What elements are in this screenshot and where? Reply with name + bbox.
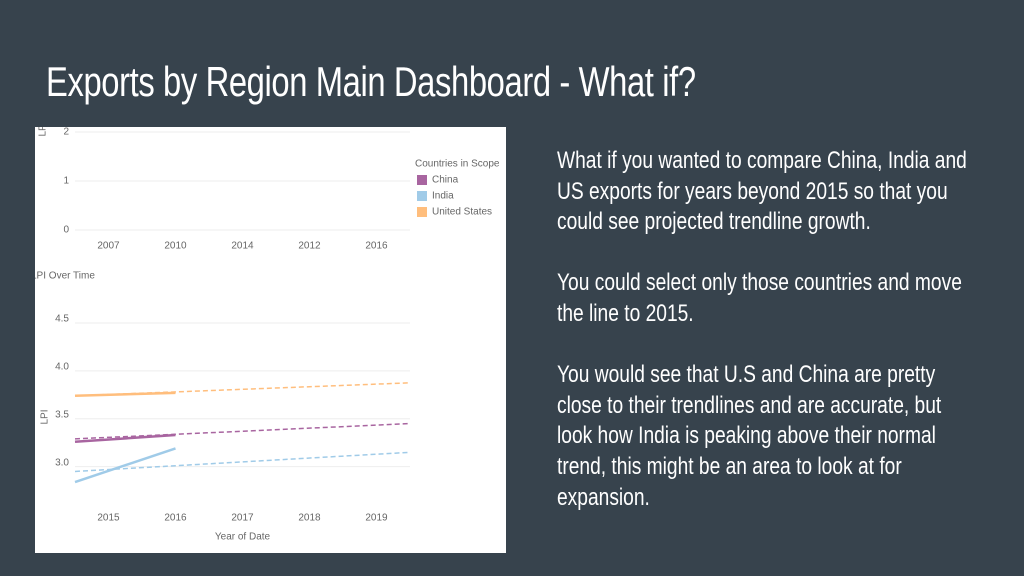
x-tick-label: 2014 [231,241,254,252]
slide-text: What if you wanted to compare China, Ind… [557,146,981,544]
trend-line [74,422,411,440]
y-axis-title: LPI [40,409,51,424]
y-tick-label: 3.0 [55,457,69,468]
dashboard-image: 0 1 2 2007 2010 2014 2012 2016 LPI Countries in S… [35,127,506,553]
legend-title: Countries in Scope [415,159,500,170]
y-tick-label: 4.5 [55,314,69,325]
x-tick-label: 2019 [365,513,388,524]
paragraph: What if you wanted to compare China, Ind… [557,147,967,236]
series-line [74,447,176,484]
paragraph: You would see that U.S and China are pre… [557,361,942,511]
series-line [74,391,176,398]
y-tick-label: 3.5 [55,409,69,420]
legend-swatch [417,175,427,185]
x-tick-label: 2010 [164,241,187,252]
legend-swatch [417,207,427,217]
paragraph: You could select only those countries an… [557,269,962,327]
legend-label: United States [432,207,492,218]
legend-swatch [417,191,427,201]
y-tick-label: 4.0 [55,362,69,373]
y-axis-title: LPI [38,127,49,137]
y-tick-label: 2 [63,127,69,138]
chart-title: LPI Over Time [35,271,95,282]
x-tick-label: 2016 [164,513,187,524]
y-tick-label: 1 [63,176,69,187]
trend-line [74,451,411,473]
x-tick-label: 2015 [97,513,120,524]
y-tick-label: 0 [63,225,69,236]
legend-label: India [432,191,454,202]
x-tick-label: 2007 [97,241,120,252]
legend-label: China [432,175,459,186]
x-axis-title: Year of Date [215,532,271,543]
slide-title: Exports by Region Main Dashboard - What … [46,58,696,105]
x-tick-label: 2017 [231,513,254,524]
x-tick-label: 2016 [365,241,388,252]
x-tick-label: 2012 [298,241,321,252]
x-tick-label: 2018 [298,513,321,524]
series-line [74,433,176,444]
